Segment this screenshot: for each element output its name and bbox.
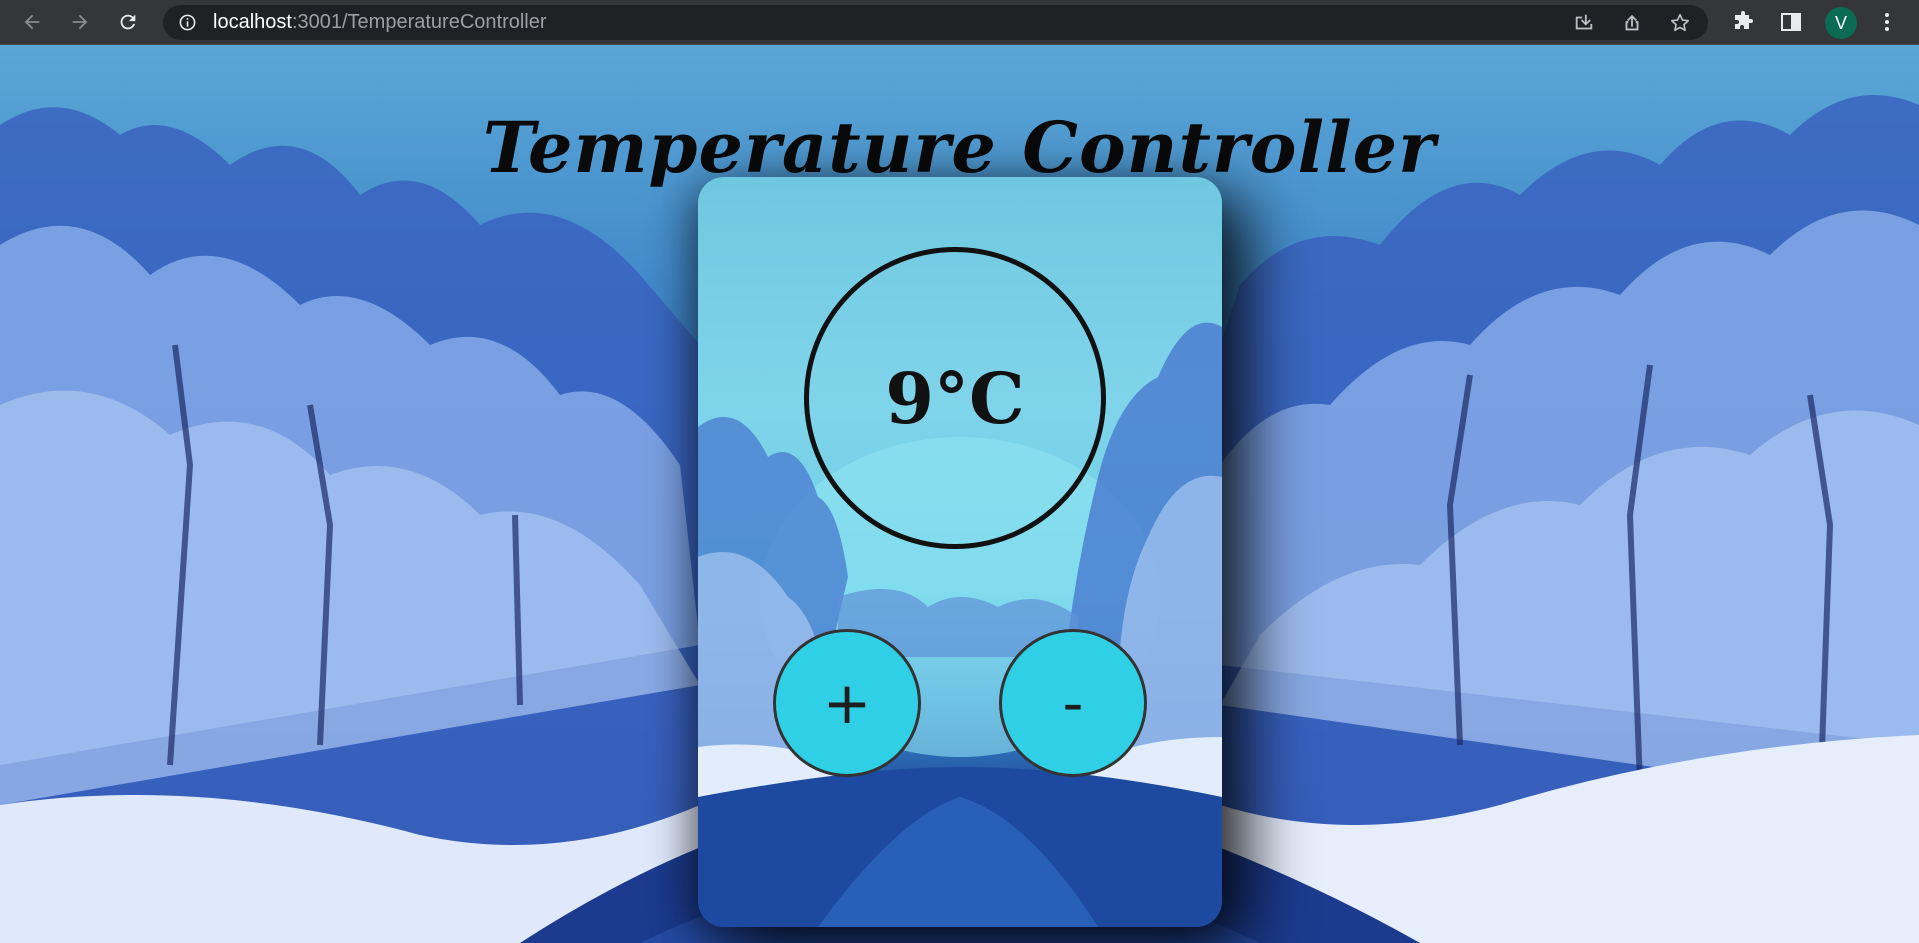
profile-avatar[interactable]: V bbox=[1825, 7, 1857, 39]
url-text[interactable]: localhost:3001/TemperatureController bbox=[213, 11, 547, 33]
extensions-icon[interactable] bbox=[1731, 10, 1755, 34]
temperature-controller-card: 9°C + - bbox=[698, 177, 1222, 927]
address-bar[interactable]: localhost:3001/TemperatureController bbox=[163, 5, 1708, 40]
side-panel-icon[interactable] bbox=[1779, 10, 1803, 34]
increase-temperature-button[interactable]: + bbox=[773, 629, 921, 777]
decrease-temperature-button[interactable]: - bbox=[999, 629, 1147, 777]
temperature-value: 9°C bbox=[885, 356, 1025, 440]
back-arrow-icon bbox=[24, 14, 40, 30]
page-title: Temperature Controller bbox=[482, 105, 1437, 189]
forward-arrow-icon bbox=[72, 14, 88, 30]
more-icon[interactable] bbox=[1875, 10, 1899, 34]
forward-button[interactable] bbox=[66, 8, 94, 36]
reload-button[interactable] bbox=[114, 8, 142, 36]
page-viewport: Temperature Controller 9°C + - bbox=[0, 45, 1919, 943]
star-icon[interactable] bbox=[1669, 12, 1691, 34]
card-background-scene bbox=[698, 322, 1222, 927]
back-button[interactable] bbox=[18, 8, 46, 36]
share-icon[interactable] bbox=[1621, 12, 1643, 34]
install-icon[interactable] bbox=[1573, 12, 1595, 34]
browser-toolbar: localhost:3001/TemperatureController V bbox=[0, 0, 1919, 45]
temperature-display: 9°C bbox=[804, 247, 1106, 549]
info-icon[interactable] bbox=[178, 13, 197, 32]
reload-icon bbox=[120, 14, 136, 30]
